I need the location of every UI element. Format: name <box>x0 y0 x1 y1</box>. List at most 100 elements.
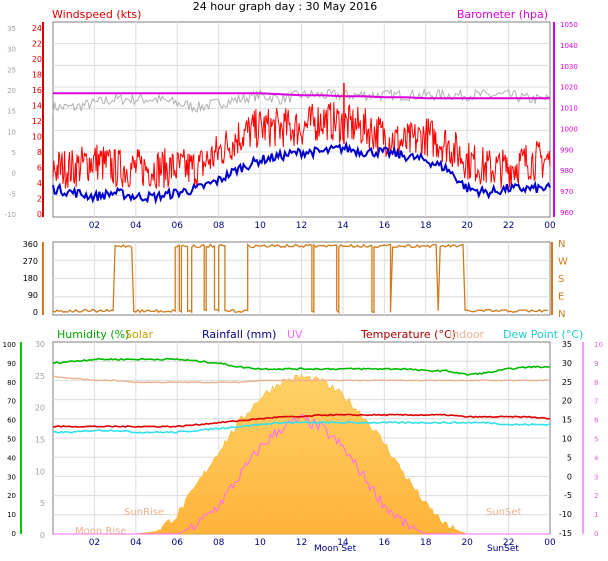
x-tick-label: 04 <box>130 221 142 231</box>
windspeed-label: Windspeed (kts) <box>52 8 141 21</box>
graph-title: 24 hour graph day : 30 May 2016 <box>193 0 378 13</box>
gray-y-tick: 0 <box>12 170 16 178</box>
legend-solar: Solar <box>125 328 154 341</box>
compass-tick: S <box>558 274 564 285</box>
legend-rainfall: Rainfall (mm) <box>202 328 276 341</box>
sun-moon-annotations: Moon Rise SunRise SunSet Moon Set SunSet <box>75 507 522 554</box>
humidity-y-tick: 60 <box>7 417 16 425</box>
uv-y-tick: 9 <box>594 360 598 368</box>
humidity-y-tick: 70 <box>7 398 16 406</box>
indoor-line <box>53 375 551 384</box>
x-tick-label: 14 <box>337 221 349 231</box>
wind-panel: Windspeed (kts) Barometer (hpa) 02 04 06 08… <box>5 8 578 231</box>
dewpoint-line <box>52 421 551 434</box>
humidity-y-tick: 50 <box>7 436 16 444</box>
legend-uv: UV <box>287 328 303 341</box>
sun-set-axis-label: SunSet <box>487 544 519 554</box>
uv-y-tick: 1 <box>594 511 598 519</box>
gray-temp-y-tick: 5 <box>40 499 45 508</box>
gray-temp-y-tick: 0 <box>40 531 45 540</box>
uv-y-tick: 2 <box>594 492 598 500</box>
compass-tick: W <box>558 257 568 268</box>
humidity-y-tick: 10 <box>7 511 16 519</box>
temperature-axes: 02 04 06 08 10 12 14 16 18 20 22 001009080706050403… <box>3 340 603 548</box>
legend-temperature: Temperature (°C) <box>360 328 456 341</box>
barometer-y-tick: 990 <box>560 146 573 154</box>
humidity-y-tick: 40 <box>7 454 16 462</box>
temperature-y-tick: -10 <box>559 510 572 519</box>
temperature-y-tick: 25 <box>562 378 572 387</box>
uv-y-tick: 8 <box>594 379 598 387</box>
legend-dewpoint: Dew Point (°C) <box>503 328 583 341</box>
uv-y-tick: 3 <box>594 473 598 481</box>
x-tick-label: 14 <box>337 538 349 548</box>
wind-axes: 02 04 06 08 10 12 14 16 18 20 22 0035302520151050-5… <box>5 21 578 231</box>
x-tick-label: 00 <box>544 538 556 548</box>
humidity-y-tick: 0 <box>12 530 16 538</box>
direction-y-tick: 270 <box>23 257 38 266</box>
x-tick-label: 18 <box>420 221 432 231</box>
x-tick-label: 06 <box>172 538 184 548</box>
gray-temp-y-tick: 25 <box>35 372 45 381</box>
compass-tick: E <box>558 292 564 303</box>
direction-y-tick: 180 <box>23 274 38 283</box>
gray-y-tick: -10 <box>5 211 16 219</box>
gray-y-tick: 15 <box>7 108 16 116</box>
x-tick-label: 20 <box>461 538 473 548</box>
direction-line <box>52 242 548 314</box>
x-tick-label: 16 <box>379 221 391 231</box>
barometer-y-tick: 970 <box>560 188 573 196</box>
humidity-y-tick: 20 <box>7 492 16 500</box>
windspeed-y-tick: 2 <box>37 195 42 204</box>
x-tick-label: 22 <box>503 221 514 231</box>
x-tick-label: 12 <box>296 538 307 548</box>
temperature-line <box>52 413 551 428</box>
compass-tick: N <box>558 309 565 320</box>
direction-y-tick: 0 <box>33 308 38 317</box>
direction-y-tick: 90 <box>28 291 38 300</box>
gray-y-tick: 25 <box>7 66 16 74</box>
windspeed-y-tick: 22 <box>32 40 42 49</box>
windspeed-y-tick: 24 <box>32 24 42 33</box>
x-tick-label: 00 <box>544 221 556 231</box>
barometer-label: Barometer (hpa) <box>457 8 548 21</box>
temperature-y-tick: 0 <box>567 472 572 481</box>
legend-humidity: Humidity (%) <box>57 328 129 341</box>
windspeed-y-tick: 18 <box>32 71 42 80</box>
windspeed-y-tick: 20 <box>32 55 42 64</box>
humidity-line <box>52 357 551 376</box>
x-tick-label: 16 <box>379 538 391 548</box>
temperature-y-tick: -5 <box>564 491 572 500</box>
sun-rise-label: SunRise <box>124 507 164 518</box>
temperature-y-tick: 15 <box>562 416 572 425</box>
temperature-y-tick: 20 <box>562 397 572 406</box>
uv-y-tick: 6 <box>594 417 599 425</box>
gray-temp-y-tick: 30 <box>35 340 45 349</box>
windspeed-y-tick: 16 <box>32 86 42 95</box>
x-tick-label: 22 <box>503 538 514 548</box>
sun-set-label: SunSet <box>486 507 522 518</box>
humidity-y-tick: 30 <box>7 473 16 481</box>
x-tick-label: 20 <box>461 221 473 231</box>
windspeed-y-tick: 10 <box>32 133 42 142</box>
x-tick-label: 02 <box>89 538 100 548</box>
wind-series-group <box>52 82 551 205</box>
x-tick-label: 04 <box>130 538 142 548</box>
gray-temp-y-tick: 15 <box>35 436 45 445</box>
barometer-y-tick: 1000 <box>560 125 578 133</box>
uv-y-tick: 5 <box>594 436 598 444</box>
x-tick-label: 02 <box>89 221 100 231</box>
gray-y-tick: 35 <box>7 25 16 33</box>
windspeed-y-tick: 8 <box>37 148 42 157</box>
direction-y-tick: 360 <box>23 240 38 249</box>
gray-y-tick: 20 <box>7 87 16 95</box>
uv-line <box>53 414 550 535</box>
barometer-y-tick: 1010 <box>560 105 578 113</box>
temperature-y-tick: -15 <box>559 529 572 538</box>
temperature-panel: Humidity (%) Solar Rainfall (mm) UV Temp… <box>3 328 603 554</box>
compass-tick: N <box>558 239 565 250</box>
temperature-y-tick: 5 <box>567 453 572 462</box>
